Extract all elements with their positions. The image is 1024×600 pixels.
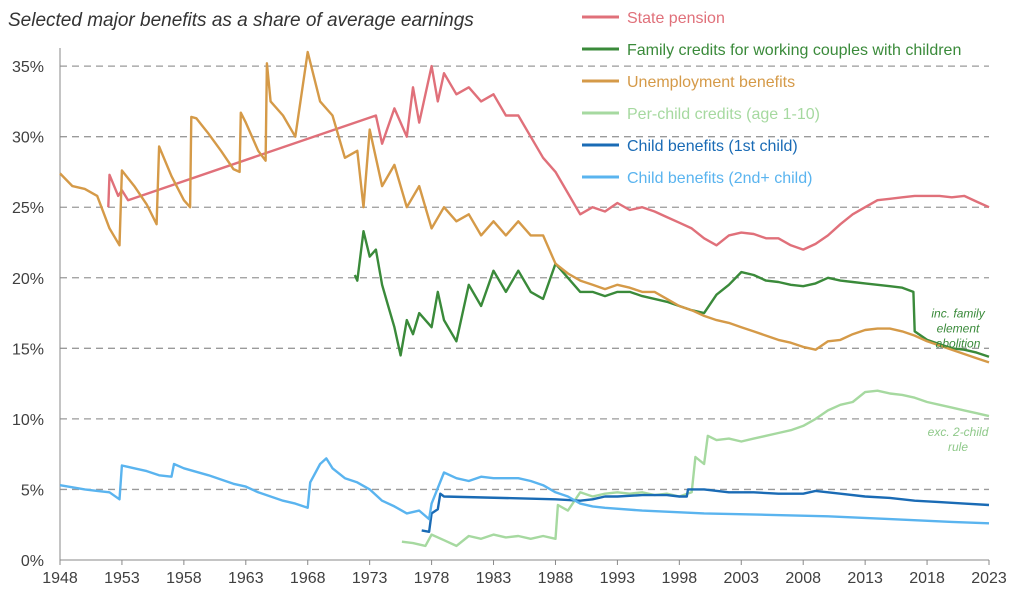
legend-label: Unemployment benefits [627,74,795,91]
y-tick-label: 5% [21,482,44,499]
x-tick-label: 1973 [352,570,388,587]
series-line-child-benefits-1st-child [421,488,990,533]
y-tick-label: 25% [12,200,44,217]
y-tick-label: 30% [12,130,44,147]
annotation-text: abolition [936,336,981,350]
x-tick-label: 2003 [723,570,759,587]
legend-label: State pension [627,10,725,27]
legend: State pension Family credits for working … [582,10,961,187]
annotation-text: element [937,321,980,335]
series-line-child-benefits-2nd-child [59,457,990,525]
legend-label: Per-child credits (age 1-10) [627,106,820,123]
legend-label: Family credits for working couples with … [627,42,961,59]
y-tick-label: 0% [21,553,44,570]
annotation-text: exc. 2-child [928,425,989,439]
x-tick-label: 2013 [847,570,883,587]
x-tick-label: 1963 [228,570,264,587]
x-tick-label: 2018 [909,570,945,587]
annotation-text: rule [948,440,968,454]
x-tick-label: 1953 [104,570,140,587]
series-line-per-child-credits-age-1-10 [401,389,990,548]
x-tick-label: 1988 [538,570,574,587]
x-tick-label: 1983 [476,570,512,587]
legend-label: Child benefits (2nd+ child) [627,170,812,187]
y-tick-label: 35% [12,59,44,76]
annotation-text: inc. family [931,306,985,320]
y-tick-label: 10% [12,412,44,429]
x-tick-label: 1958 [166,570,202,587]
series-line-state-pension [107,64,990,251]
x-tick-label: 1998 [662,570,698,587]
series-line-unemployment-benefits [59,50,990,364]
series-lines [59,50,990,548]
x-tick-label: 1948 [42,570,78,587]
x-tick-label: 2008 [785,570,821,587]
x-tick-label: 1978 [414,570,450,587]
legend-label: Child benefits (1st child) [627,138,798,155]
y-tick-label: 15% [12,341,44,358]
series-line-family-credits-for-working-couples-with-children [353,230,990,358]
axes: 0% 5% 10% 15% 20% 25% 30% 35% 1948 1953 1958 1963 19… [12,48,1007,587]
chart-title: Selected major benefits as a share of av… [8,10,474,31]
x-tick-label: 2023 [971,570,1007,587]
x-tick-label: 1993 [600,570,636,587]
y-tick-label: 20% [12,271,44,288]
x-tick-label: 1968 [290,570,326,587]
gridlines [60,65,989,491]
